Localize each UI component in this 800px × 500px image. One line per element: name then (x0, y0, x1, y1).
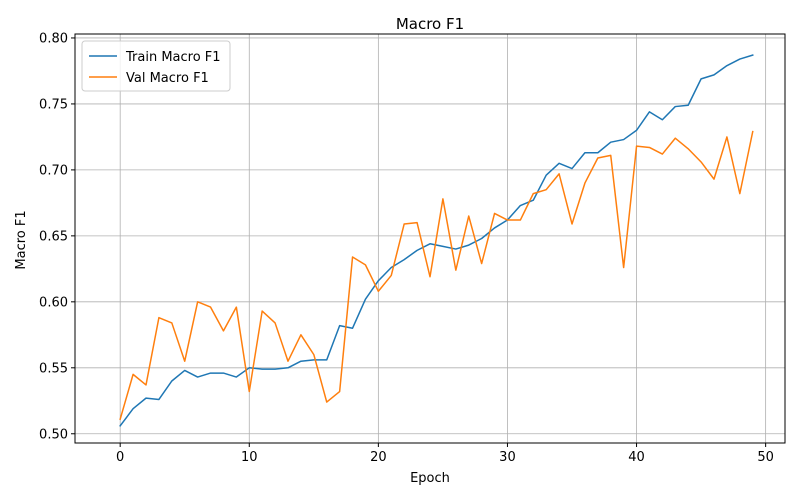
y-tick-label: 0.75 (39, 97, 68, 112)
x-tick-label: 10 (241, 450, 258, 465)
axis-ticks: 0 10 20 30 40 50 0.50 0.55 0.60 0.65 0.70 0.75 0.80 (39, 31, 774, 465)
grid (75, 34, 785, 443)
series-line-train (119, 54, 754, 427)
x-tick-label: 40 (628, 450, 645, 465)
y-tick-label: 0.70 (39, 163, 68, 178)
chart-title: Macro F1 (396, 15, 464, 33)
legend-box (81, 40, 231, 92)
legend-label-train: Train Macro F1 (125, 50, 221, 65)
y-tick-label: 0.50 (39, 427, 68, 442)
y-tick-label: 0.65 (39, 229, 68, 244)
legend-label-val: Val Macro F1 (126, 71, 209, 86)
y-tick-label: 0.80 (39, 31, 68, 46)
x-tick-label: 20 (370, 450, 387, 465)
y-tick-label: 0.55 (39, 361, 68, 376)
plot-frame (74, 33, 786, 444)
x-tick-label: 0 (116, 450, 124, 465)
y-axis-label: Macro F1 (14, 210, 29, 269)
series-lines (119, 54, 754, 427)
x-tick-label: 30 (499, 450, 516, 465)
x-tick-label: 50 (757, 450, 774, 465)
legend: Train Macro F1 Val Macro F1 (81, 40, 231, 92)
x-axis-label: Epoch (410, 471, 450, 486)
y-tick-label: 0.60 (39, 295, 68, 310)
series-line-val (119, 130, 754, 421)
